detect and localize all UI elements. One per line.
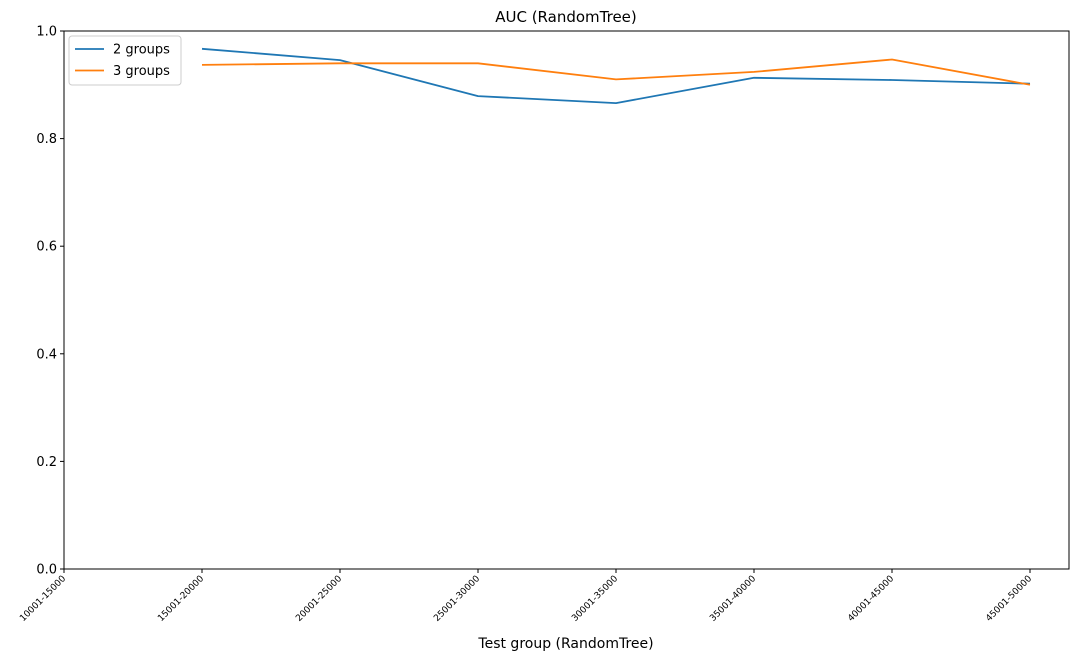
legend-label: 2 groups — [113, 43, 170, 58]
series-line — [201, 58, 1031, 86]
x-tick-label: 15001-20000 — [156, 574, 206, 624]
legend-label: 3 groups — [113, 64, 170, 79]
y-tick-label: 0.2 — [36, 455, 57, 470]
y-tick-label: 1.0 — [36, 25, 57, 40]
x-tick-label: 20001-25000 — [294, 574, 344, 624]
x-axis: 10001-15000 15001-20000 20001-25000 25001-3… — [18, 569, 1034, 624]
y-tick-label: 0.8 — [36, 132, 57, 147]
x-tick-label: 30001-35000 — [570, 574, 620, 624]
plot-frame — [63, 30, 1070, 570]
chart-title: AUC (RandomTree) — [495, 8, 637, 26]
x-tick-label: 45001-50000 — [984, 574, 1034, 624]
legend: 2 groups 3 groups — [68, 35, 182, 86]
x-tick-label: 10001-15000 — [18, 574, 68, 624]
y-tick-label: 0.6 — [36, 240, 57, 255]
series-line — [201, 47, 1031, 104]
y-tick-label: 0.4 — [36, 347, 57, 362]
y-axis: 0.0 0.2 0.4 0.6 0.8 1.0 — [36, 25, 64, 578]
x-tick-label: 25001-30000 — [432, 574, 482, 624]
x-tick-label: 35001-40000 — [708, 574, 758, 624]
y-tick-label: 0.0 — [36, 563, 57, 578]
plot-lines — [201, 47, 1031, 104]
x-tick-label: 40001-45000 — [846, 574, 896, 624]
x-axis-label: Test group (RandomTree) — [477, 636, 653, 652]
